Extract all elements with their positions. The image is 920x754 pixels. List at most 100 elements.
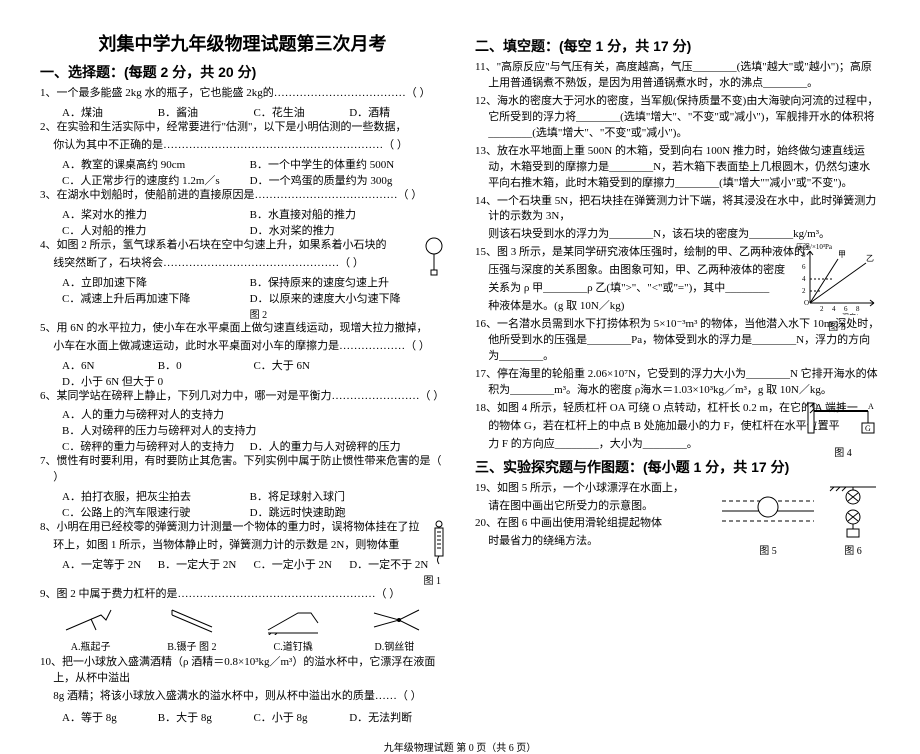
q9-ld: D.钢丝钳 — [364, 638, 424, 653]
svg-text:6: 6 — [802, 263, 806, 271]
fig4-label: 图 4 — [806, 444, 880, 459]
q1-b: B．酱油 — [158, 104, 250, 120]
q2b: 你认为其中不正确的是……………………………………………………（ ） — [40, 138, 445, 154]
q1-c: C．花生油 — [253, 104, 345, 120]
svg-text:乙: 乙 — [866, 254, 874, 263]
q20b: 时最省力的绕绳方法。 — [475, 534, 710, 550]
q6: 6、某同学站在磅秤上静止，下列几对力中，哪一对是平衡力……………………（ ） — [40, 389, 445, 405]
q6-stem: 6、某同学站在磅秤上静止，下列几对力中，哪一对是平衡力……………………（ ） — [40, 390, 444, 402]
q8-c: C．一定小于 2N — [253, 556, 345, 572]
q6-c: C．磅秤的重力与磅秤对人的支持力 — [62, 438, 246, 454]
section-2-heading: 二、填空题：(每空 1 分，共 17 分) — [475, 36, 880, 56]
q19-q20-row: 19、如图 5 所示，一个小球漂浮在水面上， 请在图中画出它所受力的示意图。 2… — [475, 481, 880, 557]
left-column: 刘集中学九年级物理试题第三次月考 一、选择题：(每题 2 分，共 20 分) 1… — [40, 30, 445, 725]
svg-text:4: 4 — [802, 275, 806, 283]
q8-b-opt: B．一定大于 2N — [158, 556, 250, 572]
q5-stem: 5、用 6N 的水平拉力，使小车在水平桌面上做匀速直线运动，现增大拉力撤掉， — [40, 322, 427, 334]
q8-stem: 8、小明在用已经校零的弹簧测力计测量一个物体的重力时，误将物体挂在了拉 — [40, 521, 420, 533]
q3-stem: 3、在湖水中划船时，使船前进的直接原因是…………………………………（ ） — [40, 189, 422, 201]
svg-text:4: 4 — [832, 305, 836, 313]
q8-opts: A．一定等于 2N B．一定大于 2N C．一定小于 2N D．一定不于 2N — [40, 556, 445, 572]
q9-figs: A.瓶起子 B.镊子 图 2 C.道钉撬 D.钢丝钳 — [40, 605, 445, 653]
svg-text:甲: 甲 — [838, 250, 846, 259]
svg-text:G: G — [865, 424, 871, 433]
q5-c: C．大于 6N — [253, 357, 345, 373]
svg-text:O: O — [804, 299, 809, 307]
q4-opts: A．立即加速下降 B．保持原来的速度匀速上升 C．减速上升后再加速下降 D．以原… — [40, 274, 445, 321]
q13: 13、放在水平地面上重 500N 的木箱，受到向右 100N 推力时，始终做匀速… — [475, 144, 880, 192]
q4-c: C．减速上升后再加速下降 — [62, 290, 246, 321]
section-3-heading: 三、实验探究题与作图题：(每小题 1 分，共 17 分) — [475, 457, 880, 477]
q10-stem: 10、把一小球放入盛满酒精（ρ 酒精＝0.8×10³kg／m³）的溢水杯中，它漂… — [40, 656, 435, 684]
q10-stem2: 8g 酒精；将该小球放入盛满水的溢水杯中，则从杯中溢出水的质量……（ ） — [53, 690, 422, 702]
q3-c: C．人对船的推力 — [62, 222, 246, 238]
q10: 10、把一小球放入盛满酒精（ρ 酒精＝0.8×10³kg／m³）的溢水杯中，它漂… — [40, 655, 445, 687]
q6-opts: A．人的重力与磅秤对人的支持力 B．人对磅秤的压力与磅秤对人的支持力 C．磅秤的… — [40, 406, 445, 454]
q9-fig-d: D.钢丝钳 — [364, 605, 424, 653]
q5b: 小车在水面上做减速运动，此时水平桌面对小车的摩擦力是………………（ ） — [40, 339, 445, 355]
q4-stem2: 线突然断了，石块将会…………………………………………（ ） — [53, 257, 364, 269]
q9: 9、图 2 中属于费力杠杆的是………………………………………………（ ） — [40, 587, 445, 603]
q7-stem: 7、惯性有时要利用，有时要防止其危害。下列实例中属于防止惯性带来危害的是（ ） — [40, 455, 442, 483]
q2-a: A．教室的课桌高约 90cm — [62, 156, 246, 172]
svg-text:8: 8 — [856, 305, 860, 313]
svg-text:A: A — [868, 402, 874, 411]
page-footer: 九年级物理试题 第 0 页（共 6 页） — [0, 739, 920, 754]
q7: 7、惯性有时要利用，有时要防止其危害。下列实例中属于防止惯性带来危害的是（ ） — [40, 454, 445, 486]
fig1-label: 图 1 — [40, 572, 445, 587]
q3-d: D．水对桨的推力 — [250, 222, 434, 238]
q1-d: D．酒精 — [349, 104, 441, 120]
q10b: 8g 酒精；将该小球放入盛满水的溢水杯中，则从杯中溢出水的质量……（ ） — [40, 689, 445, 705]
q8-a: A．一定等于 2N — [62, 556, 154, 572]
q5-a: A．6N — [62, 357, 154, 373]
q10-c: C．小于 8g — [253, 709, 345, 725]
svg-text:6: 6 — [844, 305, 848, 313]
q14a: 14、一个石块重 5N，把石块挂在弹簧测力计下端，将其浸没在水中，此时弹簧测力计… — [475, 194, 880, 226]
q12: 12、海水的密度大于河水的密度，当军舰(保持质量不变)由大海驶向河流的过程中，它… — [475, 94, 880, 142]
q7-c: C．公路上的汽车限速行驶 — [62, 504, 246, 520]
fig6: 图 6 — [826, 481, 880, 557]
q4: 4、如图 2 所示，氢气球系着小石块在空中匀速上升，如果系着小石块的 — [40, 238, 445, 254]
q19a: 19、如图 5 所示，一个小球漂浮在水面上， — [475, 481, 710, 497]
q4-stem: 4、如图 2 所示，氢气球系着小石块在空中匀速上升，如果系着小石块的 — [40, 239, 387, 251]
fig5: 图 5 — [718, 481, 818, 557]
q6-d: D．人的重力与人对磅秤的压力 — [250, 438, 434, 454]
q9-fig-a: A.瓶起子 — [61, 605, 121, 653]
q10-d: D．无法判断 — [349, 709, 441, 725]
q5: 5、用 6N 的水平拉力，使小车在水平桌面上做匀速直线运动，现增大拉力撤掉， — [40, 321, 445, 337]
q2-d: D．一个鸡蛋的质量约为 300g — [250, 172, 434, 188]
q2-opts: A．教室的课桌高约 90cm B．一个中学生的体重约 500N C．人正常步行的… — [40, 156, 445, 188]
fig5-label: 图 5 — [718, 542, 818, 557]
q1-a: A．煤油 — [62, 104, 154, 120]
q8b: 环上，如图 1 所示，当物体静止时，弹簧测力计的示数是 2N，则物体重 — [40, 538, 445, 554]
q17: 17、停在海里的轮船重 2.06×10⁷N，它受到的浮力大小为________N… — [475, 367, 880, 399]
q2-b-opt: B．一个中学生的体重约 500N — [250, 156, 434, 172]
q9-stem: 9、图 2 中属于费力杠杆的是………………………………………………（ ） — [40, 588, 400, 600]
q7-opts: A．拍打衣服，把灰尘拍去 B．将足球射入球门 C．公路上的汽车限速行驶 D．跳远… — [40, 488, 445, 520]
q8-stem2: 环上，如图 1 所示，当物体静止时，弹簧测力计的示数是 2N，则物体重 — [53, 539, 399, 551]
q5-d: D．小于 6N 但大于 0 — [62, 373, 163, 389]
q10-opts: A．等于 8g B．大于 8g C．小于 8g D．无法判断 — [40, 709, 445, 725]
q6-a: A．人的重力与磅秤对人的支持力 — [62, 406, 246, 422]
svg-text:O: O — [812, 402, 818, 411]
q7-d: D．跳远时快速助跑 — [250, 504, 434, 520]
right-column: 二、填空题：(每空 1 分，共 17 分) 11、"高原反应"与气压有关，高度越… — [475, 30, 880, 725]
q9-fig-b: B.镊子 图 2 — [162, 605, 222, 653]
svg-text:深度/cm: 深度/cm — [842, 312, 867, 315]
q2-stem: 2、在实验和生活实际中，经常要进行"估测"，以下是小明估测的一些数据， — [40, 121, 406, 133]
q16: 16、一名潜水员需到水下打捞体积为 5×10⁻³m³ 的物体，当他潜入水下 10… — [475, 317, 880, 365]
q9-lb: B.镊子 图 2 — [162, 638, 222, 653]
q7-b: B．将足球射入球门 — [250, 488, 434, 504]
q18-wrap: 18、如图 4 所示，轻质杠杆 OA 可绕 O 点转动，杠杆长 0.2 m，在它… — [475, 401, 880, 453]
q6-b: B．人对磅秤的压力与磅秤对人的支持力 — [62, 422, 256, 438]
q20a: 20、在图 6 中画出使用滑轮组提起物体 — [475, 516, 710, 532]
q9-la: A.瓶起子 — [61, 638, 121, 653]
q19b: 请在图中画出它所受力的示意图。 — [475, 499, 710, 515]
svg-text:压强/×10³Pa: 压强/×10³Pa — [796, 243, 833, 251]
svg-text:B: B — [839, 402, 844, 411]
q9-fig-c: C.道钉撬 — [263, 605, 323, 653]
q8-d: D．一定不于 2N — [349, 556, 441, 572]
fig2-label: 图 2 — [250, 306, 338, 321]
fig4-lever: O B A G 图 4 — [806, 401, 880, 459]
q4-d: D．以原来的速度大小匀速下降 图 2 — [250, 290, 434, 321]
